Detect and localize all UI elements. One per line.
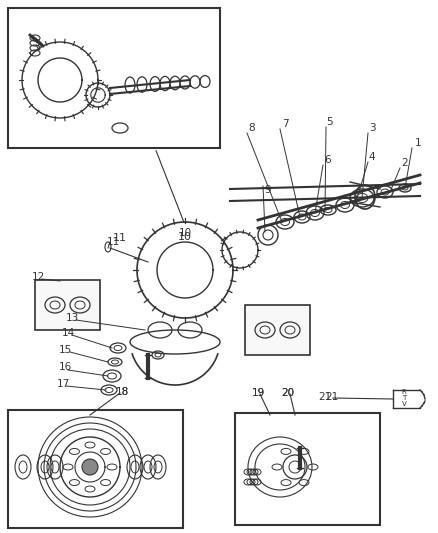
Text: 14: 14: [61, 328, 74, 338]
Bar: [234, 413, 379, 525]
Bar: [244, 305, 309, 355]
Text: 5: 5: [326, 117, 332, 127]
Text: 11: 11: [113, 233, 127, 243]
Circle shape: [82, 459, 98, 475]
Text: 9: 9: [264, 185, 271, 195]
Bar: [8, 410, 183, 528]
Text: 21: 21: [318, 392, 331, 402]
Text: 1: 1: [414, 138, 420, 148]
Text: 10: 10: [178, 228, 191, 238]
Text: 6: 6: [324, 155, 331, 165]
Text: 10: 10: [177, 232, 191, 242]
Text: 15: 15: [58, 345, 71, 355]
Text: 17: 17: [56, 379, 70, 389]
Text: 11: 11: [106, 237, 119, 247]
Text: R: R: [401, 389, 406, 395]
Text: 16: 16: [58, 362, 71, 372]
Text: 19: 19: [251, 388, 264, 398]
Text: 12: 12: [31, 272, 45, 282]
Text: 4: 4: [368, 152, 374, 162]
Bar: [8, 8, 219, 148]
Text: 20: 20: [281, 388, 294, 398]
Text: 19: 19: [251, 388, 264, 398]
Text: 8: 8: [248, 123, 255, 133]
Bar: [35, 280, 100, 330]
Text: T: T: [401, 395, 405, 401]
Text: 20: 20: [281, 388, 294, 398]
Text: 13: 13: [65, 313, 78, 323]
Text: 3: 3: [368, 123, 374, 133]
Text: 2: 2: [401, 158, 407, 168]
Text: 18: 18: [115, 387, 128, 397]
Text: 7: 7: [281, 119, 288, 129]
Text: 18: 18: [115, 387, 128, 397]
Text: V: V: [401, 401, 406, 407]
Text: 21: 21: [325, 392, 338, 402]
